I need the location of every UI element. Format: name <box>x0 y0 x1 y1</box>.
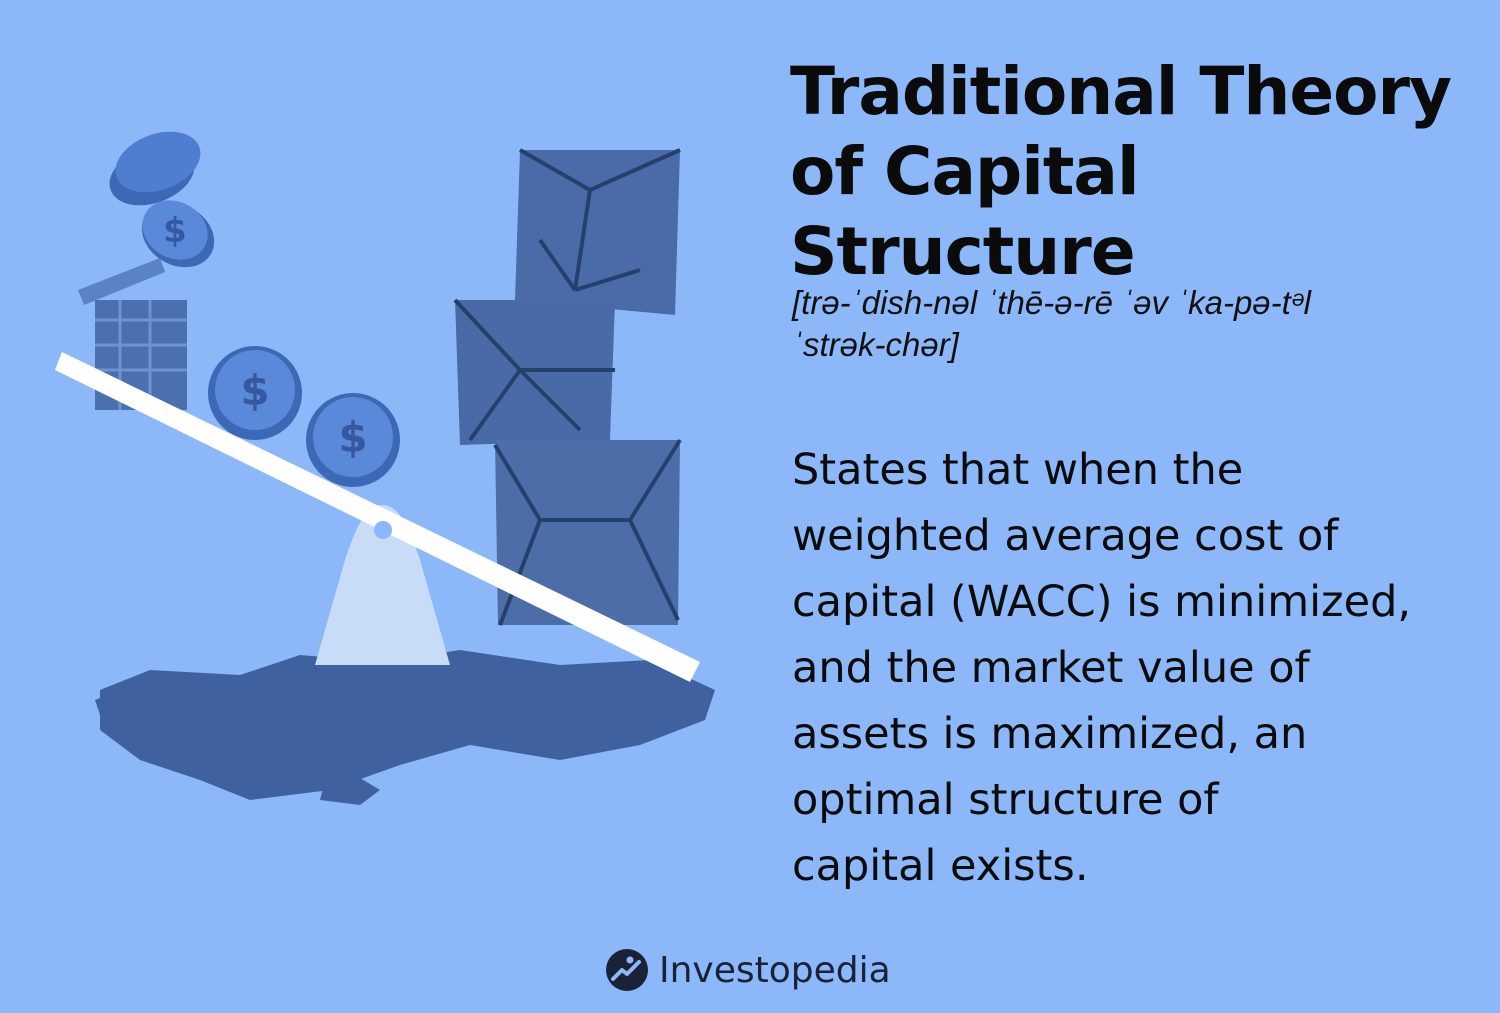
definition-line: capital (WACC) is minimized, <box>792 577 1412 627</box>
pivot-hole <box>374 521 392 539</box>
fulcrum <box>315 505 450 665</box>
title-line: Traditional Theory <box>790 53 1452 130</box>
pronunciation: [trə-ˈdish-nəl ˈthē-ə-rē ˈəv ˈka-pə-tᵊl … <box>792 282 1492 366</box>
dollar-coin-icon: $ <box>141 200 215 268</box>
ground-shadow <box>95 650 715 805</box>
title-line: of Capital Structure <box>790 133 1140 290</box>
seesaw-illustration: $ $ $ <box>55 131 715 805</box>
definition-line: weighted average cost of <box>792 511 1339 561</box>
definition-line: optimal structure of <box>792 775 1219 825</box>
definition-line: States that when the <box>792 445 1244 495</box>
brand-logo: Investopedia <box>605 945 891 995</box>
svg-text:$: $ <box>240 366 269 415</box>
brand-name: Investopedia <box>659 949 891 991</box>
definition-text: States that when the weighted average co… <box>792 437 1492 899</box>
cube-stack <box>453 148 682 626</box>
investopedia-logo-icon <box>606 949 648 991</box>
dollar-coin-icon: $ <box>208 346 302 440</box>
pronunciation-line: [trə-ˈdish-nəl ˈthē-ə-rē ˈəv ˈka-pə-tᵊl <box>792 284 1311 321</box>
pronunciation-line: ˈstrək-chər] <box>792 326 959 363</box>
dollar-coin-icon: $ <box>306 393 400 487</box>
seesaw-plank <box>55 352 700 682</box>
svg-text:$: $ <box>338 413 367 462</box>
coin-stack-top <box>109 131 201 206</box>
definition-line: and the market value of <box>792 643 1310 693</box>
definition-line: capital exists. <box>792 841 1089 891</box>
definition-line: assets is maximized, an <box>792 709 1308 759</box>
page-title: Traditional Theory of Capital Structure <box>790 52 1490 292</box>
svg-text:$: $ <box>163 211 187 251</box>
